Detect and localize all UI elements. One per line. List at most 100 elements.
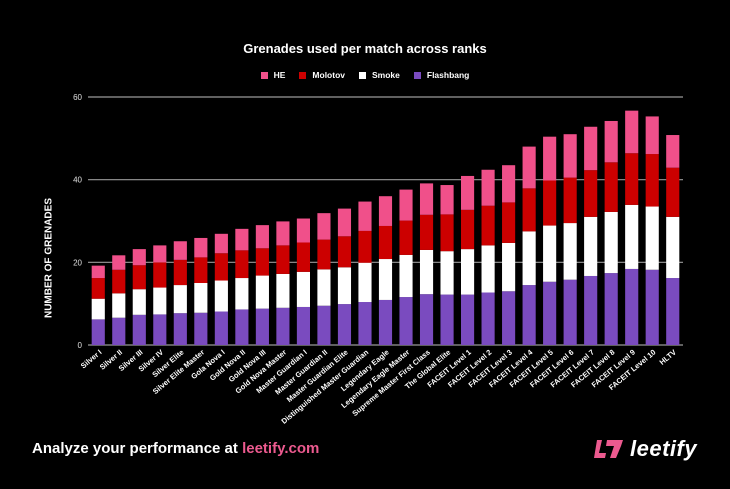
bar-he-7 [235, 228, 249, 251]
leetify-logo-icon [594, 440, 623, 458]
bar-he-21 [522, 146, 536, 189]
x-tick-label: HLTV [658, 348, 678, 367]
bar-flashbang-18 [461, 294, 475, 345]
bar-molotov-10 [296, 242, 310, 272]
bar-smoke-22 [543, 225, 557, 282]
bar-flashbang-3 [153, 314, 167, 345]
bar-flashbang-6 [214, 311, 228, 345]
bar-molotov-16 [419, 214, 434, 250]
bar-he-23 [563, 134, 577, 178]
legend: HE Molotov Smoke Flashbang [0, 70, 730, 80]
bar-smoke-18 [461, 249, 475, 295]
bar-flashbang-12 [337, 304, 352, 345]
bar-smoke-16 [419, 249, 434, 295]
bar-he-19 [481, 169, 495, 206]
bar-he-11 [317, 213, 331, 240]
bar-smoke-9 [276, 273, 290, 308]
bar-molotov-5 [194, 257, 208, 283]
bar-molotov-2 [132, 265, 146, 290]
bar-flashbang-10 [296, 306, 310, 345]
bar-molotov-20 [502, 202, 516, 243]
footer-link[interactable]: leetify.com [242, 440, 320, 457]
bar-flashbang-9 [276, 307, 290, 345]
bar-smoke-3 [153, 287, 167, 315]
bar-he-10 [296, 218, 310, 243]
bar-flashbang-5 [194, 312, 208, 345]
bar-molotov-1 [112, 269, 126, 294]
bar-molotov-13 [358, 230, 372, 263]
bar-flashbang-15 [399, 297, 413, 345]
bar-smoke-20 [502, 242, 516, 292]
bar-he-0 [91, 265, 105, 279]
bar-he-17 [440, 185, 454, 215]
bar-flashbang-23 [563, 279, 577, 345]
y-tick-label: 60 [73, 93, 82, 102]
bar-molotov-19 [481, 205, 495, 246]
bar-molotov-11 [317, 239, 331, 270]
bar-smoke-8 [255, 275, 269, 309]
legend-swatch-smoke [359, 71, 366, 79]
bar-flashbang-8 [255, 308, 269, 345]
bar-molotov-8 [255, 248, 269, 276]
bar-smoke-15 [399, 254, 413, 298]
bar-he-18 [461, 175, 475, 210]
legend-swatch-he [260, 71, 268, 79]
bar-molotov-28 [666, 167, 680, 217]
bar-flashbang-17 [440, 294, 454, 345]
bar-he-9 [276, 221, 290, 246]
bar-smoke-6 [214, 280, 228, 312]
bar-flashbang-16 [419, 294, 434, 345]
bar-molotov-7 [235, 250, 249, 279]
legend-item-molotov: Molotov [299, 70, 345, 80]
bar-he-25 [604, 120, 618, 163]
bar-smoke-21 [522, 231, 536, 286]
bar-molotov-15 [399, 220, 413, 255]
bar-smoke-19 [481, 245, 495, 293]
y-tick-label: 20 [73, 258, 82, 267]
footer-cta: Analyze your performance at leetify.com [32, 440, 319, 457]
bar-he-16 [419, 183, 434, 215]
bar-flashbang-25 [604, 273, 618, 345]
bar-molotov-17 [440, 214, 454, 252]
bar-he-6 [214, 233, 228, 254]
bar-smoke-5 [194, 283, 208, 313]
brand-name: leetify [630, 436, 698, 461]
chart-title: Grenades used per match across ranks [243, 41, 487, 56]
legend-item-he: HE [260, 70, 286, 80]
legend-label-smoke: Smoke [372, 70, 400, 80]
bar-smoke-1 [112, 293, 126, 318]
bar-flashbang-22 [543, 281, 557, 345]
bar-he-8 [255, 225, 269, 249]
bar-smoke-0 [91, 298, 105, 320]
bar-he-13 [358, 201, 372, 231]
legend-label-flashbang: Flashbang [426, 70, 470, 80]
bar-he-27 [645, 116, 659, 155]
bar-molotov-25 [604, 162, 618, 212]
bar-smoke-2 [132, 289, 146, 315]
bar-flashbang-7 [235, 309, 249, 345]
bar-molotov-27 [645, 154, 659, 207]
bar-molotov-18 [461, 209, 475, 250]
bar-flashbang-14 [378, 299, 393, 345]
bar-smoke-12 [337, 267, 352, 305]
bar-molotov-12 [337, 236, 352, 268]
bar-molotov-3 [153, 262, 167, 288]
bar-molotov-14 [378, 225, 393, 260]
bar-he-22 [543, 136, 557, 181]
bar-he-2 [132, 249, 146, 266]
bar-smoke-13 [358, 262, 372, 303]
bar-molotov-4 [173, 259, 187, 286]
bar-he-20 [502, 165, 516, 203]
legend-label-he: HE [273, 70, 286, 80]
bar-smoke-11 [317, 269, 331, 306]
bar-flashbang-26 [625, 268, 639, 345]
bar-flashbang-20 [502, 291, 516, 345]
bar-smoke-10 [296, 271, 310, 307]
bar-smoke-26 [625, 204, 639, 269]
footer-text: Analyze your performance at [32, 440, 243, 457]
bar-smoke-4 [173, 285, 187, 314]
bar-he-28 [666, 135, 680, 168]
legend-item-smoke: Smoke [359, 70, 400, 80]
bar-flashbang-19 [481, 292, 495, 345]
